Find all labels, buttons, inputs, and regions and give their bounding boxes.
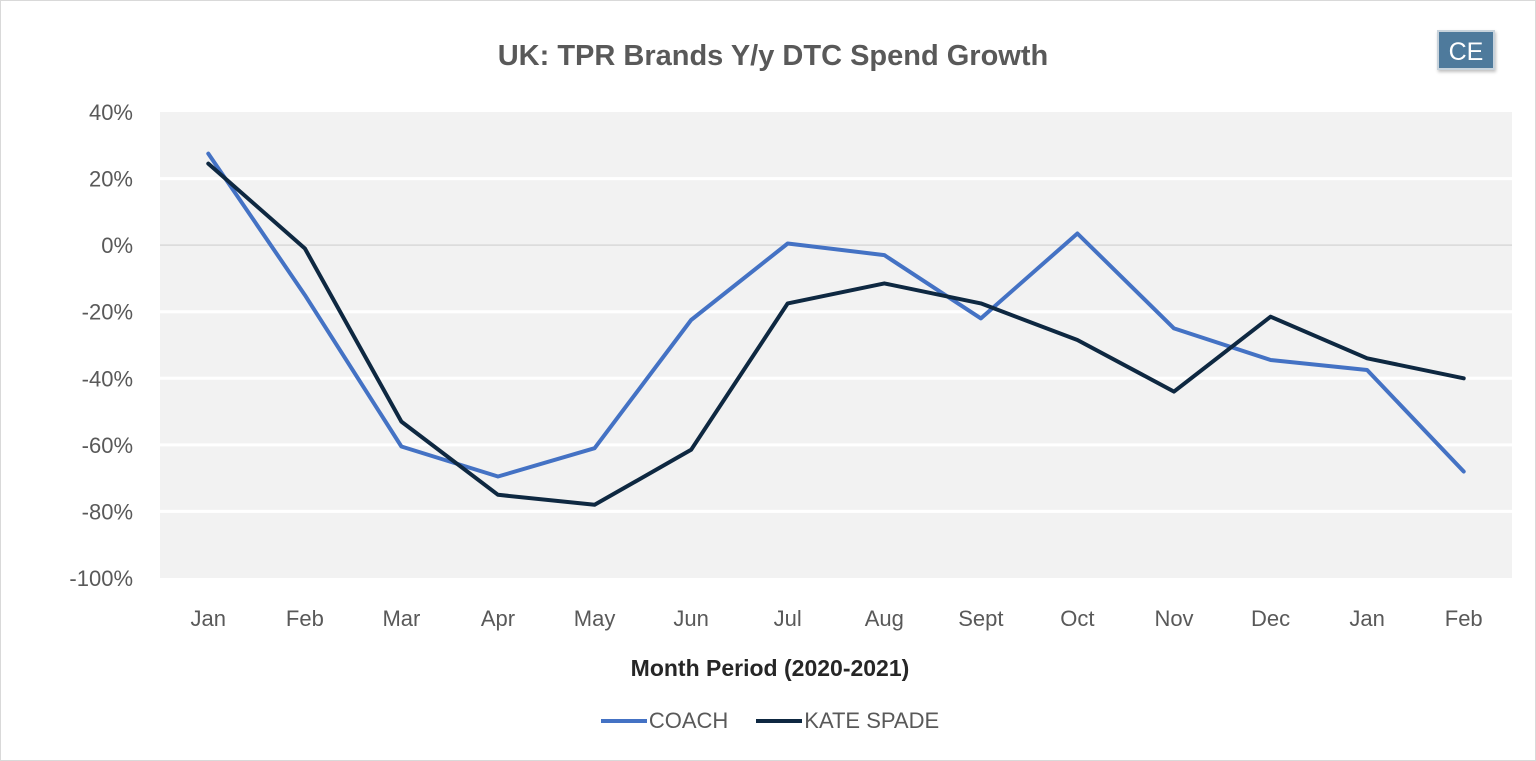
legend-label-coach: COACH [648, 708, 729, 733]
x-tick-label: Nov [1154, 606, 1193, 631]
ce-logo-badge: CE [1437, 30, 1495, 70]
x-axis-title: Month Period (2020-2021) [630, 655, 910, 681]
legend-swatch-coach [600, 719, 647, 723]
grid-lines [160, 177, 1512, 513]
y-tick-label: -40% [82, 366, 133, 391]
y-tick-label: -20% [82, 300, 133, 325]
legend-item-kate-spade: KATE SPADE [756, 708, 939, 734]
x-axis-ticks: Jan Feb Mar Apr May Jun Jul Aug Sept Oct Nov Dec Jan… [191, 606, 1483, 631]
x-tick-label: Apr [481, 606, 515, 631]
y-tick-label: -100% [69, 566, 133, 591]
chart-legend: COACH KATE SPADE [0, 708, 1536, 734]
series-line-coach [206, 151, 1466, 479]
y-tick-label: -80% [82, 499, 133, 524]
y-tick-label: -60% [82, 433, 133, 458]
x-tick-label: Feb [286, 606, 324, 631]
x-tick-label: Jul [774, 606, 802, 631]
x-tick-label: Jan [1349, 606, 1384, 631]
x-tick-label: Aug [865, 606, 904, 631]
y-axis-ticks: 40% 20% 0% -20% -40% -60% -80% -100% [69, 100, 133, 591]
x-tick-label: Dec [1251, 606, 1290, 631]
legend-item-coach: COACH [600, 708, 729, 734]
chart-title: UK: TPR Brands Y/y DTC Spend Growth [497, 40, 1049, 72]
x-tick-label: Mar [382, 606, 420, 631]
y-tick-label: 20% [89, 167, 133, 192]
x-tick-label: May [574, 606, 616, 631]
legend-swatch-kate-spade [756, 719, 803, 723]
x-tick-label: Jun [673, 606, 708, 631]
x-tick-label: Oct [1060, 606, 1094, 631]
legend-label-kate-spade: KATE SPADE [804, 708, 940, 733]
plot-area [160, 112, 1512, 578]
series-lines [206, 151, 1466, 507]
x-tick-label: Jan [191, 606, 226, 631]
series-line-kate-spade [206, 161, 1466, 507]
x-tick-label: Sept [958, 606, 1003, 631]
x-tick-label: Feb [1445, 606, 1483, 631]
y-tick-label: 0% [101, 233, 133, 258]
y-tick-label: 40% [89, 100, 133, 125]
